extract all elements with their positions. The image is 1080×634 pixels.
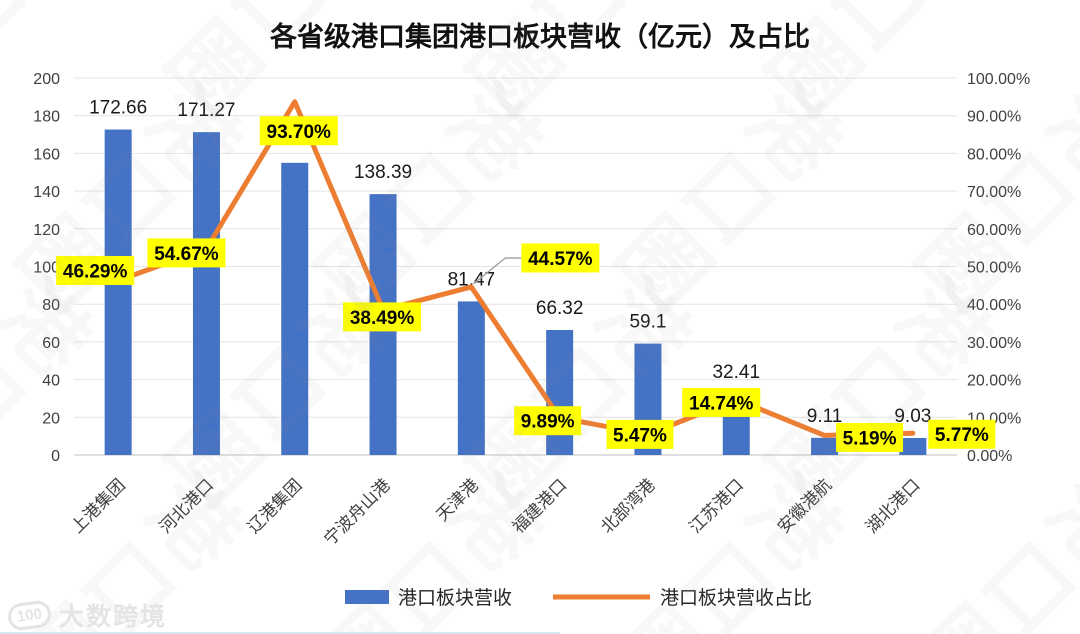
right-axis-tick: 100.00% — [967, 71, 1030, 88]
category-label: 上港集团 — [67, 475, 129, 537]
line-point-callout-bg — [514, 406, 582, 436]
legend: 港口板块营收 港口板块营收占比 — [345, 587, 812, 609]
line-point-label: 93.70% — [267, 122, 332, 143]
line-point-callout-bg — [836, 422, 904, 452]
category-label: 福建港口 — [509, 475, 571, 537]
line-point-callout-bg — [259, 116, 338, 146]
right-axis-tick: 80.00% — [967, 146, 1021, 163]
category-label: 安徽港航 — [774, 475, 836, 537]
line-point-callout-bg — [606, 419, 674, 449]
right-axis-tick: 30.00% — [967, 335, 1021, 352]
bar — [192, 132, 220, 455]
line-point-callout-bg — [521, 243, 600, 273]
bar-value-label: 172.66 — [89, 98, 147, 119]
line-point-callout-bg — [147, 238, 226, 268]
category-label: 河北港口 — [156, 475, 218, 537]
left-axis-tick: 200 — [33, 71, 60, 88]
left-axis-tick: 100 — [33, 260, 60, 277]
right-axis-tick: 40.00% — [967, 297, 1021, 314]
right-axis-tick: 50.00% — [967, 260, 1021, 277]
left-axis-tick: 80 — [42, 297, 60, 314]
left-axis-tick: 60 — [42, 335, 60, 352]
bar-value-label: 59.1 — [629, 312, 666, 333]
bar — [457, 301, 485, 455]
bar — [546, 329, 574, 455]
bar — [104, 129, 132, 456]
category-label: 湖北港口 — [862, 475, 924, 537]
legend-label-share: 港口板块营收占比 — [660, 587, 812, 609]
callout-leader-line — [472, 257, 522, 285]
bottom-accent-strip — [0, 632, 560, 634]
bar — [281, 162, 309, 455]
right-axis-tick: 70.00% — [967, 184, 1021, 201]
line-point-label: 44.57% — [528, 249, 593, 270]
line-point-callout-bg — [343, 302, 422, 332]
bar — [899, 437, 927, 455]
left-axis-tick: 0 — [51, 448, 60, 465]
bar-value-label: 171.27 — [177, 100, 235, 121]
line-point-label: 5.47% — [613, 425, 667, 446]
line-point-callout-bg — [928, 419, 996, 449]
bar-value-label: 9.03 — [894, 406, 931, 427]
left-axis-tick: 160 — [33, 146, 60, 163]
line-point-callout-bg — [56, 255, 135, 285]
right-axis-tick: 90.00% — [967, 109, 1021, 126]
legend-label-revenue: 港口板块营收 — [398, 587, 512, 609]
bar-value-label: 66.32 — [536, 298, 584, 319]
bar-value-label: 138.39 — [354, 162, 412, 183]
line-point-callout-bg — [682, 387, 761, 417]
line-point-label: 46.29% — [63, 261, 128, 282]
line-point-label: 54.67% — [154, 244, 219, 265]
left-axis-tick: 140 — [33, 184, 60, 201]
category-label: 江苏港口 — [686, 475, 748, 537]
footer-logo-text: 大数跨境 — [59, 603, 168, 631]
line-point-label: 9.89% — [521, 412, 575, 433]
legend-swatch-bar — [345, 590, 389, 604]
left-axis-tick: 120 — [33, 222, 60, 239]
category-label: 辽港集团 — [244, 475, 306, 537]
line-point-label: 5.77% — [935, 425, 989, 446]
left-axis-tick: 180 — [33, 109, 60, 126]
line-point-label: 14.74% — [689, 393, 754, 414]
category-label: 宁波舟山港 — [320, 475, 394, 549]
bar-value-label: 32.41 — [712, 362, 760, 383]
category-label: 天津港 — [433, 475, 482, 524]
category-label: 北部湾港 — [597, 475, 659, 537]
line-point-label: 5.19% — [843, 428, 897, 449]
right-axis-tick: 60.00% — [967, 222, 1021, 239]
left-axis-tick: 40 — [42, 373, 60, 390]
bar — [811, 437, 839, 455]
right-axis-tick: 20.00% — [967, 373, 1021, 390]
left-axis-tick: 20 — [42, 410, 60, 427]
footer-logo: 100 大数跨境 — [6, 597, 168, 633]
bar-value-label: 9.11 — [807, 406, 843, 427]
line-point-label: 38.49% — [350, 308, 415, 329]
chart-title: 各省级港口集团港口板块营收（亿元）及占比 — [269, 21, 810, 52]
bar-value-label: 81.47 — [448, 269, 496, 290]
footer-logo-badge-icon: 100 — [6, 598, 53, 632]
right-axis-tick: 0.00% — [967, 448, 1012, 465]
trend-line — [115, 99, 916, 438]
